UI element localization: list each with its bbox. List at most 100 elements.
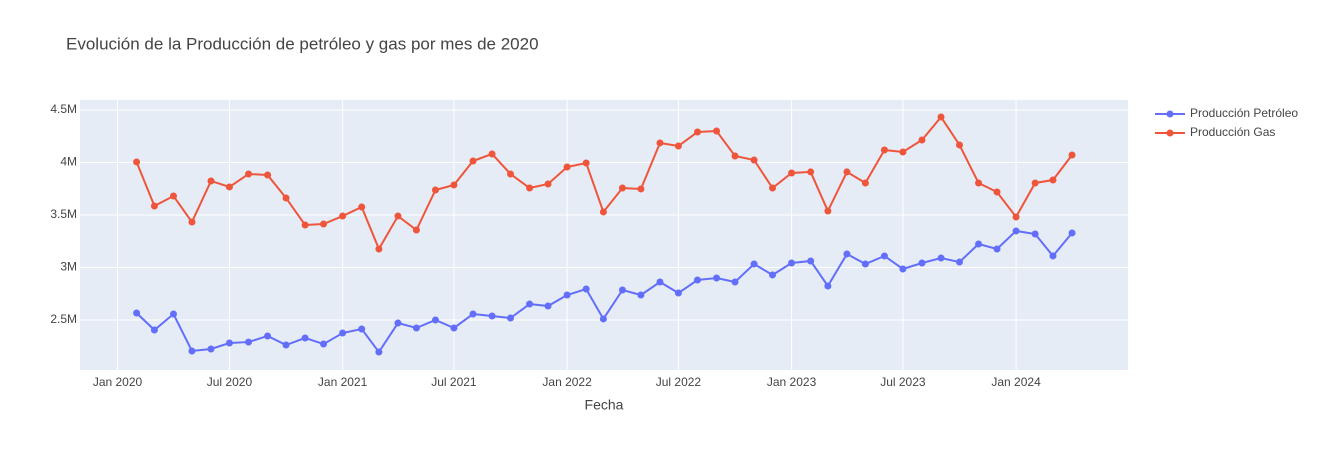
data-point xyxy=(507,314,515,322)
legend-label: Producción Petróleo xyxy=(1190,106,1298,120)
data-point xyxy=(824,207,832,215)
y-tick-label: 2.5M xyxy=(50,312,77,326)
data-point xyxy=(1068,151,1076,159)
legend-label: Producción Gas xyxy=(1190,125,1275,139)
data-point xyxy=(339,212,347,220)
data-point xyxy=(693,276,701,284)
data-point xyxy=(674,142,682,150)
data-point xyxy=(394,319,402,327)
data-point xyxy=(1012,227,1020,235)
data-point xyxy=(563,291,571,299)
data-point xyxy=(394,212,402,220)
data-point xyxy=(188,218,196,226)
data-point xyxy=(188,347,196,355)
data-point xyxy=(918,259,926,267)
data-point xyxy=(880,146,888,154)
data-point xyxy=(880,252,888,260)
data-point xyxy=(264,171,272,179)
y-tick-label: 4.5M xyxy=(50,102,77,116)
data-point xyxy=(225,339,233,347)
x-tick-label: Jul 2021 xyxy=(431,375,477,389)
data-point xyxy=(488,150,496,158)
data-point xyxy=(245,170,253,178)
data-point xyxy=(843,168,851,176)
data-point xyxy=(993,245,1001,253)
data-point xyxy=(731,152,739,160)
data-point xyxy=(937,254,945,262)
chart-title: Evolución de la Producción de petróleo y… xyxy=(66,34,539,53)
data-point xyxy=(618,184,626,192)
data-point xyxy=(937,113,945,121)
data-point xyxy=(674,289,682,297)
data-point xyxy=(207,345,215,353)
data-point xyxy=(807,257,815,265)
data-point xyxy=(769,271,777,279)
x-tick-label: Jul 2020 xyxy=(207,375,253,389)
data-point xyxy=(918,136,926,144)
data-point xyxy=(843,250,851,258)
legend-marker xyxy=(1166,129,1174,137)
data-point xyxy=(993,188,1001,196)
data-point xyxy=(1049,176,1057,184)
data-point xyxy=(788,169,796,177)
data-point xyxy=(955,258,963,266)
x-tick-label: Jan 2024 xyxy=(991,375,1041,389)
data-point xyxy=(264,332,272,340)
x-tick-label: Jan 2020 xyxy=(93,375,143,389)
data-point xyxy=(1068,229,1076,237)
data-point xyxy=(207,177,215,185)
x-tick-label: Jan 2022 xyxy=(542,375,592,389)
data-point xyxy=(488,312,496,320)
data-point xyxy=(526,184,534,192)
data-point xyxy=(769,184,777,192)
data-point xyxy=(431,186,439,194)
y-tick-label: 4M xyxy=(60,155,77,169)
data-point xyxy=(544,302,552,310)
data-point xyxy=(807,168,815,176)
data-point xyxy=(975,240,983,248)
data-point xyxy=(1031,230,1039,238)
x-tick-label: Jul 2023 xyxy=(880,375,926,389)
data-point xyxy=(975,179,983,187)
data-point xyxy=(375,245,383,253)
data-point xyxy=(582,159,590,167)
data-point xyxy=(731,278,739,286)
data-point xyxy=(750,156,758,164)
data-point xyxy=(750,260,758,268)
data-point xyxy=(412,324,420,332)
data-point xyxy=(544,180,552,188)
data-point xyxy=(861,260,869,268)
data-point xyxy=(1012,213,1020,221)
data-point xyxy=(1049,252,1057,260)
data-point xyxy=(955,141,963,149)
data-point xyxy=(375,348,383,356)
data-point xyxy=(599,208,607,216)
data-point xyxy=(469,310,477,318)
data-point xyxy=(713,127,721,135)
data-point xyxy=(788,259,796,267)
data-point xyxy=(637,291,645,299)
data-point xyxy=(899,265,907,273)
data-point xyxy=(469,157,477,165)
data-point xyxy=(225,183,233,191)
data-point xyxy=(282,194,290,202)
data-point xyxy=(526,300,534,308)
data-point xyxy=(637,185,645,193)
data-point xyxy=(301,334,309,342)
data-point xyxy=(656,278,664,286)
data-point xyxy=(824,282,832,290)
data-point xyxy=(431,316,439,324)
data-point xyxy=(301,221,309,229)
y-tick-label: 3M xyxy=(60,260,77,274)
data-point xyxy=(169,192,177,200)
data-point xyxy=(169,310,177,318)
data-point xyxy=(245,338,253,346)
x-tick-label: Jul 2022 xyxy=(656,375,702,389)
data-point xyxy=(133,309,141,317)
x-tick-label: Jan 2023 xyxy=(767,375,817,389)
data-point xyxy=(450,324,458,332)
data-point xyxy=(507,170,515,178)
data-point xyxy=(599,315,607,323)
data-point xyxy=(412,226,420,234)
